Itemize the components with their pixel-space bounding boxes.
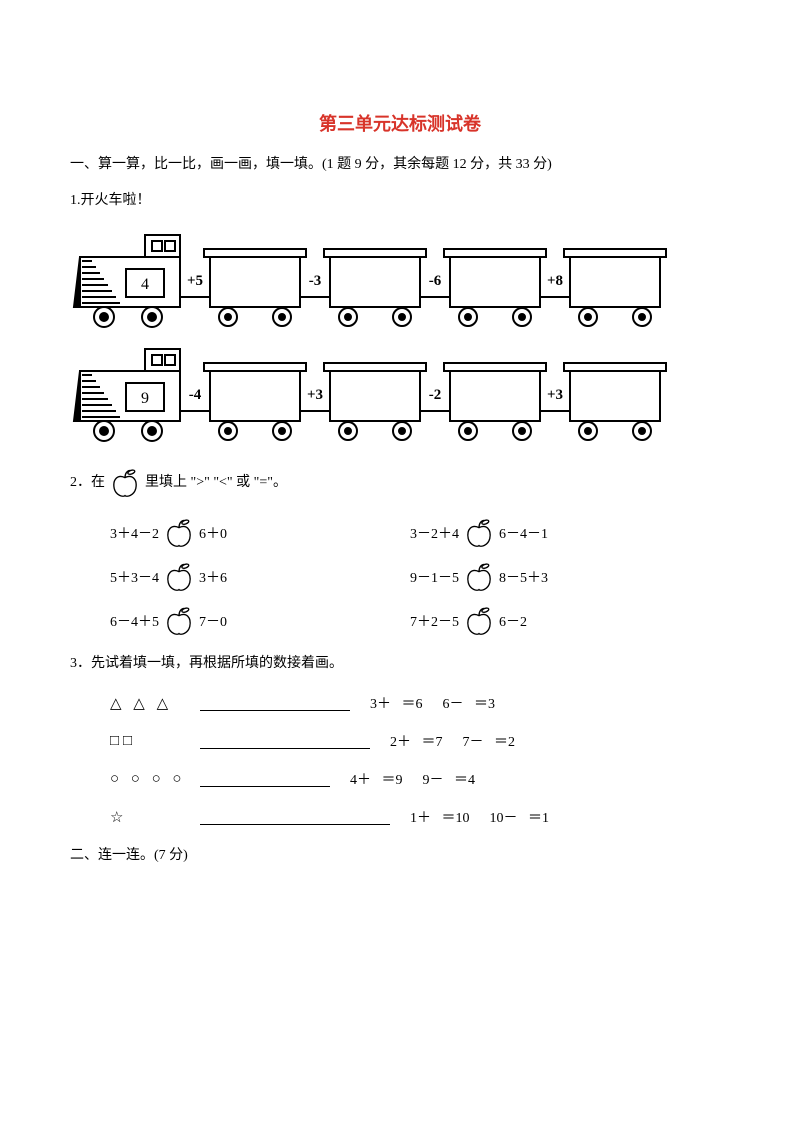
svg-text:+3: +3 (547, 387, 563, 403)
svg-text:-4: -4 (189, 387, 202, 403)
q2-row: 6－4＋5 7－0 7＋2－5 6－2 (110, 603, 730, 639)
apple-icon (461, 559, 497, 595)
apple-icon (107, 465, 143, 501)
q3-eq: 7－ ＝2 (463, 731, 516, 751)
q3-row: ☆ 1＋ ＝10 10－ ＝1 (110, 807, 730, 827)
q3-shapes: ☆ (110, 808, 200, 827)
svg-text:+8: +8 (547, 273, 563, 289)
q3-row: □□ 2＋ ＝7 7－ ＝2 (110, 731, 730, 751)
q2-expr: 6－4＋5 (110, 611, 159, 631)
blank-line (200, 734, 370, 749)
apple-icon (161, 515, 197, 551)
q2-expr: 9－1－5 (410, 567, 459, 587)
apple-icon (161, 603, 197, 639)
blank-line (200, 810, 390, 825)
q2-expr: 6＋0 (199, 523, 227, 543)
page-title: 第三单元达标测试卷 (70, 110, 730, 136)
q2-expr: 5＋3－4 (110, 567, 159, 587)
q3-eq: 3＋ ＝6 (370, 693, 423, 713)
q2-expr: 6－4－1 (499, 523, 548, 543)
section2-heading: 二、连一连。(7 分) (70, 845, 730, 867)
q1-label: 1.开火车啦！ (70, 190, 730, 212)
svg-text:-3: -3 (309, 273, 322, 289)
q3-rows: △ △ △ 3＋ ＝6 6－ ＝3 □□ 2＋ ＝7 7－ ＝2 ○ ○ ○ ○… (110, 693, 730, 827)
blank-line (200, 696, 350, 711)
svg-text:-2: -2 (429, 387, 442, 403)
apple-icon (461, 515, 497, 551)
q2-expr: 3＋4－2 (110, 523, 159, 543)
q3-row: △ △ △ 3＋ ＝6 6－ ＝3 (110, 693, 730, 713)
blank-line (200, 772, 330, 787)
section1-heading: 一、算一算，比一比，画一画，填一填。(1 题 9 分，其余每题 12 分，共 3… (70, 154, 730, 176)
train-diagram-1: 4 +5 -3 (70, 227, 730, 337)
q3-eq: 4＋ ＝9 (350, 769, 403, 789)
q3-shapes: △ △ △ (110, 694, 200, 713)
q2-row: 3＋4－2 6＋0 3－2＋4 6－4－1 (110, 515, 730, 551)
apple-icon (161, 559, 197, 595)
q2-row: 5＋3－4 3＋6 9－1－5 8－5＋3 (110, 559, 730, 595)
q2-expr: 3＋6 (199, 567, 227, 587)
q3-eq: 6－ ＝3 (443, 693, 496, 713)
q2-label: 2．在 里填上 ">" "<" 或 "="。 (70, 465, 730, 501)
q3-shapes: □□ (110, 733, 200, 750)
svg-text:+3: +3 (307, 387, 323, 403)
q2-expr: 8－5＋3 (499, 567, 548, 587)
q3-row: ○ ○ ○ ○ 4＋ ＝9 9－ ＝4 (110, 769, 730, 789)
q3-eq: 1＋ ＝10 (410, 807, 470, 827)
svg-text:+5: +5 (187, 273, 203, 289)
q2-expr: 6－2 (499, 611, 527, 631)
q2-label-a: 2．在 (70, 472, 105, 494)
q2-expr: 7＋2－5 (410, 611, 459, 631)
q2-expr: 3－2＋4 (410, 523, 459, 543)
q3-eq: 10－ ＝1 (490, 807, 550, 827)
q2-rows: 3＋4－2 6＋0 3－2＋4 6－4－1 5＋3－4 3＋6 9－1－5 8－… (110, 515, 730, 639)
q3-eq: 2＋ ＝7 (390, 731, 443, 751)
q2-label-b: 里填上 ">" "<" 或 "="。 (145, 472, 287, 494)
svg-text:-6: -6 (429, 273, 442, 289)
q3-shapes: ○ ○ ○ ○ (110, 771, 200, 788)
q3-label: 3．先试着填一填，再根据所填的数接着画。 (70, 653, 730, 675)
svg-text:9: 9 (141, 390, 149, 407)
q2-expr: 7－0 (199, 611, 227, 631)
apple-icon (461, 603, 497, 639)
q3-eq: 9－ ＝4 (423, 769, 476, 789)
svg-text:4: 4 (141, 276, 149, 293)
train-diagram-2: 9 -4 +3 (70, 341, 730, 451)
